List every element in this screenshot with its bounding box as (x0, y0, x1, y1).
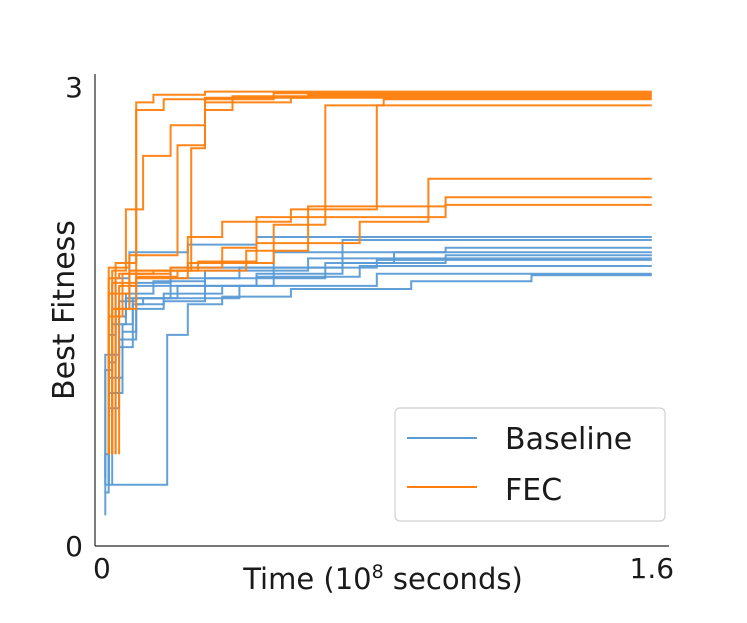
legend: Baseline FEC (394, 407, 666, 522)
series-line-baseline-10 (111, 257, 652, 485)
x-tick-label: 1.6 (630, 552, 675, 585)
legend-box (394, 407, 666, 522)
series-layer (104, 90, 652, 516)
legend-label-baseline: Baseline (505, 422, 632, 457)
series-line-fec-10 (111, 196, 652, 455)
series-line-fec-2 (114, 90, 652, 455)
series-line-baseline-5 (105, 274, 652, 486)
series-line-fec-8 (114, 98, 652, 455)
series-line-fec-4 (107, 95, 652, 455)
tick-layer: 0 1.6 0 3 (65, 71, 674, 585)
y-tick-label: 0 (65, 530, 83, 563)
x-axis-label-exponent: 8 (372, 561, 384, 583)
x-axis-label-suffix: seconds) (384, 562, 523, 596)
y-tick-label: 3 (65, 71, 83, 104)
x-axis-label-prefix: Time (10 (242, 562, 371, 596)
x-tick-label: 0 (93, 552, 111, 585)
series-line-fec-5 (107, 203, 652, 455)
series-line-fec-9 (107, 177, 652, 455)
x-axis-label: Time (108 seconds) (242, 561, 523, 596)
legend-label-fec: FEC (505, 473, 562, 508)
y-axis-label: Best Fitness (47, 220, 82, 400)
series-line-fec-7 (111, 104, 652, 455)
